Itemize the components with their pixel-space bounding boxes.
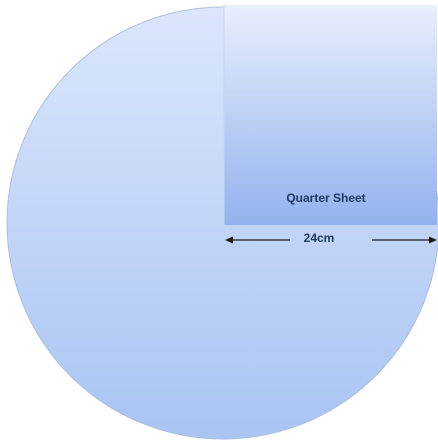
dimension-label: 24cm (304, 231, 335, 245)
dimension-arrowhead-left (225, 236, 233, 244)
quarter-sheet-rect (224, 5, 437, 225)
quarter-sheet-label: Quarter Sheet (286, 191, 365, 205)
dimension-arrowhead-right (429, 236, 437, 244)
